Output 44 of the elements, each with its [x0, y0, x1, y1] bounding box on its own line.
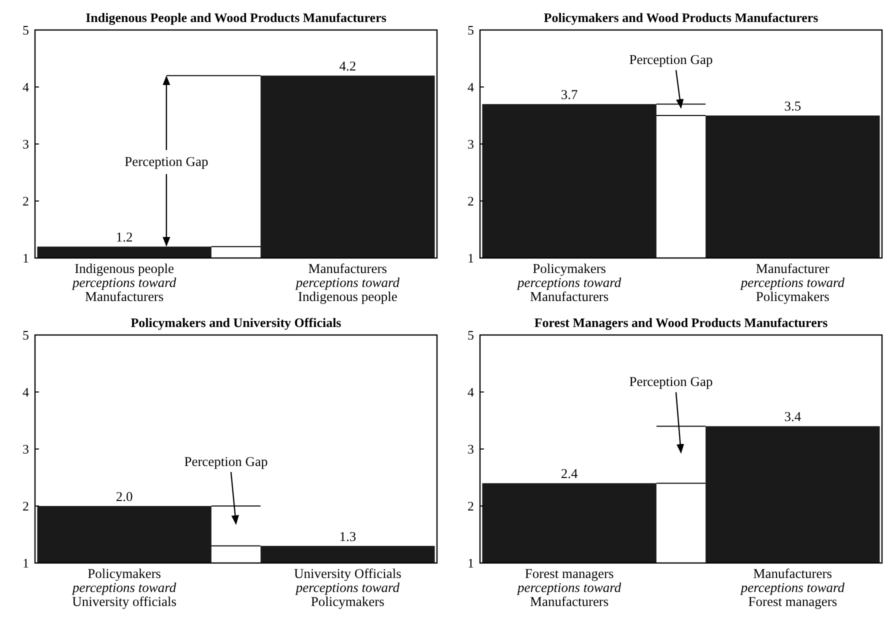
y-tick-label: 1 — [22, 250, 29, 266]
y-tick-label: 2 — [468, 194, 474, 209]
x-tick-label: Policymakers perceptions toward University officials — [72, 566, 177, 609]
data-label: 3.7 — [560, 87, 578, 102]
x-tick-label: University Officials perceptions toward Policymakers — [294, 566, 402, 609]
annotation: Perception Gap — [184, 454, 268, 469]
y-tick-label: 2 — [22, 498, 29, 514]
y-tick-label: 3 — [468, 136, 474, 152]
x-tick-label: Indigenous people perceptions toward Manufacturers — [72, 261, 176, 304]
data-label: 2.4 — [560, 466, 578, 482]
data-label: 2.0 — [116, 489, 134, 504]
data-label: 3.5 — [784, 98, 802, 114]
data-label: 3.4 — [784, 409, 802, 424]
chart-title: Policymakers and University Officials — [130, 315, 342, 330]
x-tick-label: Policymakers perceptions toward Manufacturers — [516, 261, 622, 304]
x-tick-label: Forest managers perceptions toward Manufacturers — [516, 566, 622, 609]
x-tick-label: Manufacturers perceptions toward Indigenous people — [294, 261, 400, 304]
annotation: Perception Gap — [629, 52, 714, 68]
x-tick-label: Manufacturers perceptions toward Forest managers — [740, 566, 845, 609]
data-label: 1.2 — [116, 230, 133, 245]
annotation: Perception Gap — [124, 154, 208, 170]
chart-title: Forest Managers and Wood Products Manufacturers — [534, 315, 828, 330]
data-label: 4.2 — [339, 58, 356, 74]
y-tick-label: 1 — [468, 556, 474, 571]
x-tick-label: Manufacturer perceptions toward Policymakers — [740, 261, 845, 304]
y-tick-label: 5 — [468, 328, 474, 343]
chart-title: Policymakers and Wood Products Manufacturers — [544, 10, 818, 25]
y-tick-label: 3 — [468, 442, 474, 457]
y-tick-label: 2 — [22, 194, 29, 209]
y-tick-label: 4 — [468, 80, 474, 95]
y-tick-label: 3 — [22, 136, 29, 152]
y-tick-label: 5 — [22, 22, 29, 38]
y-tick-label: 5 — [22, 328, 29, 343]
y-tick-label: 5 — [468, 22, 474, 38]
y-tick-label: 2 — [468, 498, 474, 514]
chart-title: Indigenous People and Wood Products Manufacturers — [86, 10, 386, 25]
y-tick-label: 4 — [468, 384, 474, 400]
y-tick-label: 3 — [22, 442, 29, 457]
y-tick-label: 1 — [22, 556, 29, 571]
y-tick-label: 4 — [22, 384, 30, 400]
annotation: Perception Gap — [629, 374, 714, 390]
y-tick-label: 1 — [468, 250, 474, 266]
y-tick-label: 4 — [22, 80, 30, 95]
data-label: 1.3 — [339, 528, 356, 544]
